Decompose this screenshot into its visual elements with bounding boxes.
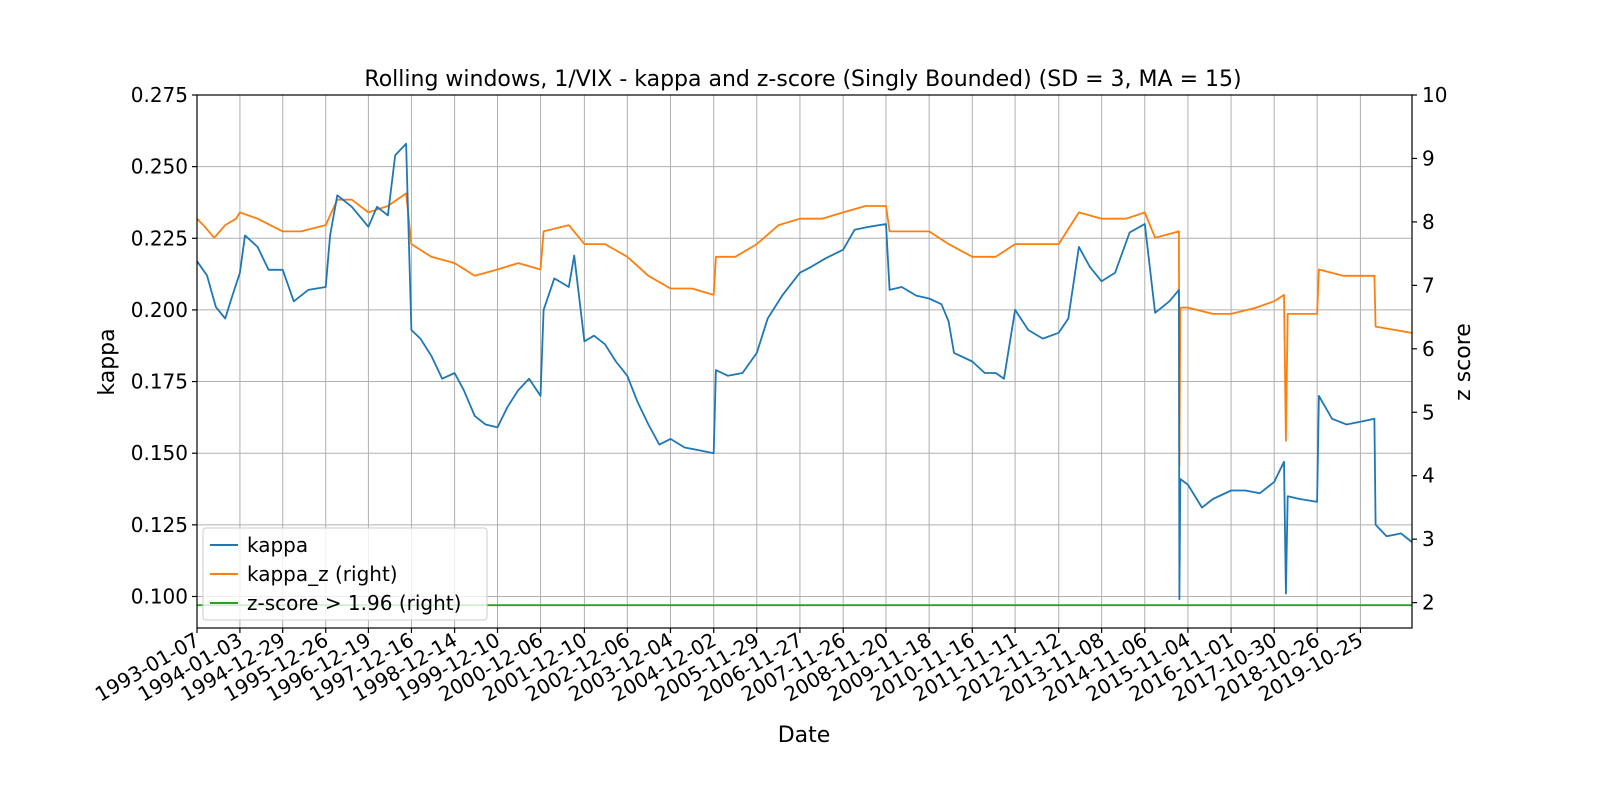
legend-label: kappa bbox=[247, 533, 308, 557]
y-tick-label: 0.175 bbox=[131, 370, 188, 394]
y2-tick-label: 5 bbox=[1422, 400, 1435, 424]
series-line-1 bbox=[196, 192, 1412, 468]
y-tick-label: 0.150 bbox=[131, 441, 188, 465]
legend: kappa kappa_z (right) z-score > 1.96 (righ… bbox=[202, 527, 488, 621]
y-axis-label: kappa bbox=[95, 328, 120, 395]
y-tick-label: 0.125 bbox=[131, 513, 188, 537]
y2-tick-label: 6 bbox=[1422, 337, 1435, 361]
y-tick-label: 0.200 bbox=[131, 298, 188, 322]
legend-label: z-score > 1.96 (right) bbox=[247, 591, 461, 615]
y2-tick-label: 2 bbox=[1422, 591, 1435, 615]
y2-tick-label: 9 bbox=[1422, 146, 1435, 170]
legend-box bbox=[202, 527, 488, 621]
y-axis-left: 0.100 0.125 0.150 0.175 0.200 0.225 0.250 0.275 bbox=[131, 83, 197, 608]
y-tick-label: 0.100 bbox=[131, 584, 188, 608]
y2-tick-label: 7 bbox=[1422, 273, 1435, 297]
y-tick-label: 0.250 bbox=[131, 155, 188, 179]
x-axis: 1993-01-071994-01-031994-12-291995-12-26… bbox=[91, 628, 1367, 707]
y2-tick-label: 3 bbox=[1422, 527, 1435, 551]
chart-title: Rolling windows, 1/VIX - kappa and z-sco… bbox=[364, 67, 1241, 92]
grid bbox=[196, 94, 1412, 628]
legend-label: kappa_z (right) bbox=[247, 562, 398, 586]
plot-frame bbox=[196, 94, 1413, 629]
y-axis-right: 2 3 4 5 6 7 8 9 10 bbox=[1412, 83, 1447, 615]
y2-tick-label: 8 bbox=[1422, 210, 1435, 234]
y-tick-label: 0.225 bbox=[131, 226, 188, 250]
y2-tick-label: 10 bbox=[1422, 83, 1447, 107]
series-line-0 bbox=[196, 142, 1413, 601]
y2-tick-label: 4 bbox=[1422, 464, 1435, 488]
x-axis-label: Date bbox=[778, 723, 831, 748]
y-tick-label: 0.275 bbox=[131, 83, 188, 107]
y2-axis-label: z score bbox=[1451, 323, 1476, 401]
